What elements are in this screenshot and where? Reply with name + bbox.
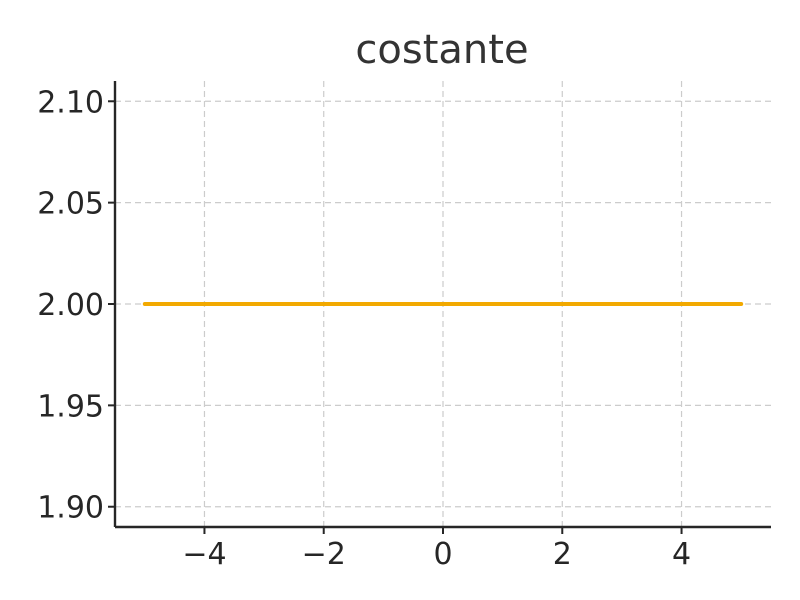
y-tick-label: 1.95 — [37, 389, 104, 424]
x-tick-label: 2 — [553, 537, 572, 572]
x-tick-label: −4 — [182, 537, 226, 572]
chart-title: costante — [355, 27, 528, 73]
x-tick-label: −2 — [302, 537, 346, 572]
y-tick-label: 2.00 — [37, 288, 104, 323]
x-tick-label: 4 — [672, 537, 691, 572]
ticks: −4 −2 0 2 4 1.90 1.95 2.00 2.05 2.10 — [37, 85, 691, 572]
y-tick-label: 1.90 — [37, 491, 104, 526]
y-tick-label: 2.10 — [37, 85, 104, 120]
x-tick-label: 0 — [433, 537, 452, 572]
y-tick-label: 2.05 — [37, 187, 104, 222]
